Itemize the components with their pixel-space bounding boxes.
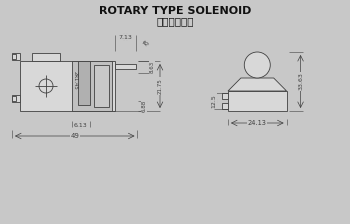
Bar <box>12 54 16 59</box>
Text: 7.13: 7.13 <box>119 34 132 39</box>
Text: 49: 49 <box>70 133 79 139</box>
Bar <box>72 61 112 111</box>
Text: 摇动式螺线管: 摇动式螺线管 <box>156 16 194 26</box>
Bar <box>12 53 20 60</box>
Bar <box>222 93 228 99</box>
Text: 6.13: 6.13 <box>74 123 88 127</box>
Bar <box>20 61 115 111</box>
Text: 8.63: 8.63 <box>149 61 154 73</box>
Text: ROTARY TYPE SOLENOID: ROTARY TYPE SOLENOID <box>99 6 251 16</box>
Bar <box>228 91 287 111</box>
Polygon shape <box>228 78 287 91</box>
Bar <box>12 95 20 102</box>
Circle shape <box>244 52 270 78</box>
Text: 21.75: 21.75 <box>158 78 162 94</box>
Text: 2R1.45: 2R1.45 <box>72 71 77 89</box>
Bar <box>12 96 16 101</box>
Text: 24.13: 24.13 <box>248 120 267 126</box>
Text: 6.88: 6.88 <box>141 100 147 112</box>
Text: 12.5: 12.5 <box>211 94 217 108</box>
Bar <box>78 61 90 105</box>
Text: φ2: φ2 <box>141 39 149 48</box>
Text: 33.63: 33.63 <box>298 73 303 90</box>
Bar <box>115 64 136 69</box>
Bar <box>222 103 228 109</box>
Bar <box>32 53 60 61</box>
Bar <box>94 65 109 107</box>
